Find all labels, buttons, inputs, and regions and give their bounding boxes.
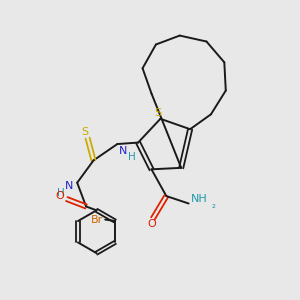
Text: O: O: [56, 191, 64, 201]
Text: S: S: [154, 108, 162, 118]
Text: N: N: [119, 146, 128, 156]
Text: ₂: ₂: [212, 200, 216, 210]
Text: N: N: [65, 181, 73, 191]
Text: Br: Br: [91, 214, 103, 224]
Text: H: H: [128, 152, 136, 161]
Text: S: S: [81, 127, 88, 137]
Text: H: H: [57, 188, 65, 198]
Text: NH: NH: [191, 194, 207, 204]
Text: O: O: [147, 219, 156, 229]
